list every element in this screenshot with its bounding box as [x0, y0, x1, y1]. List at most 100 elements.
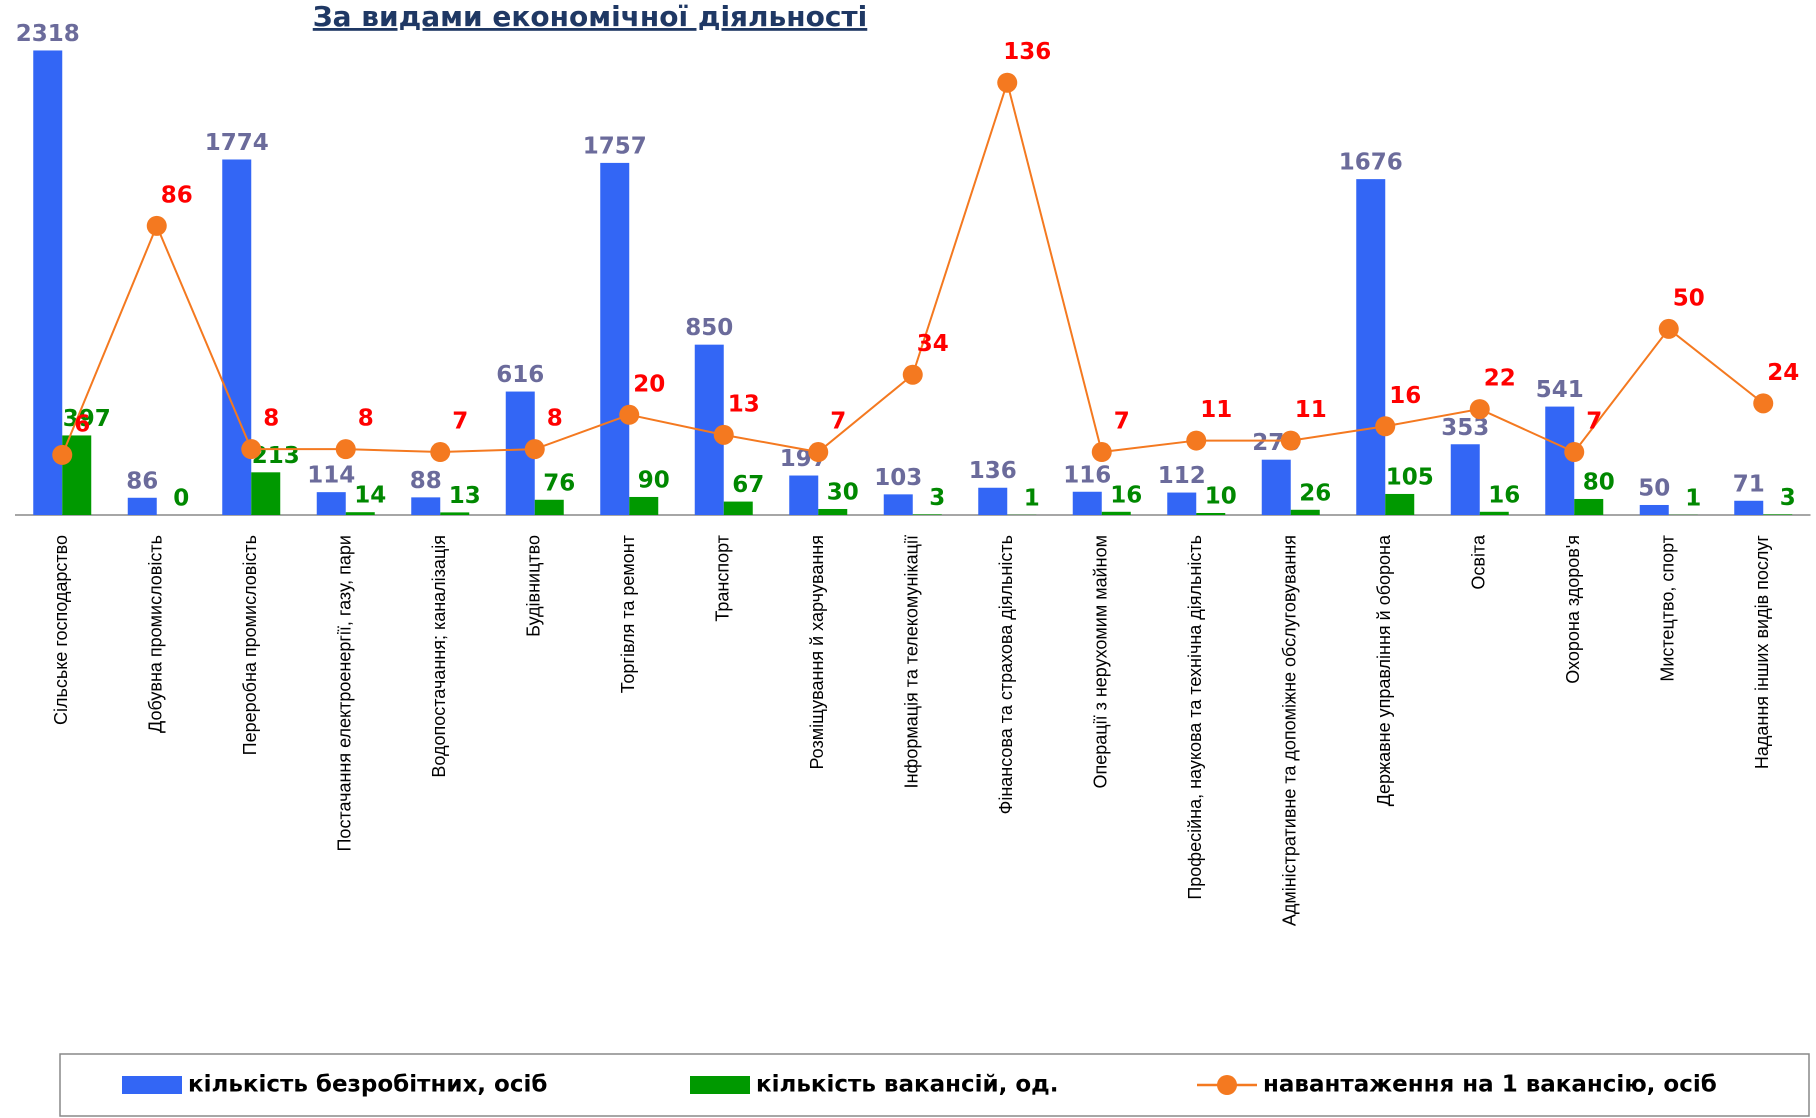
line-marker — [713, 424, 734, 445]
data-label: 50 — [1638, 475, 1670, 501]
bar — [1385, 493, 1415, 515]
x-tick-label: Сільське господарство — [51, 535, 71, 725]
data-label: 103 — [874, 465, 922, 491]
data-label: 14 — [354, 483, 386, 509]
data-label: 20 — [633, 371, 665, 397]
data-label: 136 — [969, 458, 1017, 484]
data-label: 7 — [1114, 409, 1130, 435]
bar — [723, 501, 753, 515]
x-tick-label: Добувна промисловість — [146, 535, 166, 733]
bar — [1763, 514, 1793, 515]
bar — [600, 162, 630, 515]
bar — [345, 512, 375, 515]
data-label: 76 — [543, 470, 575, 496]
legend-label: кількість вакансій, од. — [756, 1072, 1058, 1098]
legend-swatch — [122, 1076, 182, 1094]
data-label: 22 — [1484, 366, 1516, 392]
bar — [1734, 500, 1764, 515]
line-marker — [808, 442, 829, 463]
bar — [222, 159, 252, 515]
legend-swatch — [1217, 1075, 1237, 1095]
legend-swatch — [690, 1076, 750, 1094]
data-label: 105 — [1386, 464, 1434, 490]
data-label: 114 — [307, 463, 355, 489]
line-marker — [524, 439, 545, 460]
x-tick-label: Операції з нерухомим майном — [1091, 535, 1111, 789]
data-label: 850 — [685, 315, 733, 341]
data-label: 13 — [449, 483, 481, 509]
bar — [1545, 406, 1575, 515]
data-label: 112 — [1158, 463, 1206, 489]
line — [61, 79, 1764, 456]
data-label: 10 — [1205, 483, 1237, 509]
data-label: 2318 — [16, 21, 80, 47]
bar — [440, 512, 470, 515]
bar — [251, 472, 281, 515]
data-label: 86 — [126, 468, 158, 494]
line-marker — [1753, 393, 1774, 414]
data-label: 6 — [74, 411, 90, 437]
bar — [127, 497, 157, 515]
x-tick-label: Освіта — [1469, 534, 1489, 590]
x-tick-label: Державне управління й оборона — [1374, 534, 1394, 806]
data-label: 616 — [496, 362, 544, 388]
data-label: 397 — [63, 406, 111, 432]
bar — [1072, 491, 1102, 515]
data-label: 136 — [1003, 39, 1051, 65]
x-tick-label: Охорона здоров'я — [1563, 535, 1583, 684]
bar — [818, 508, 848, 515]
data-label: 50 — [1673, 285, 1705, 311]
x-tick-label: Постачання електроенергії, газу, пари — [335, 535, 355, 852]
bar — [1574, 498, 1604, 515]
data-label: 8 — [358, 406, 374, 432]
data-label: 90 — [638, 467, 670, 493]
data-label: 1 — [1024, 485, 1040, 511]
data-label: 0 — [173, 486, 189, 512]
data-label: 7 — [830, 409, 846, 435]
data-label: 7 — [452, 409, 468, 435]
x-tick-label: Професійна, наукова та технічна діяльніс… — [1185, 535, 1205, 900]
bar — [912, 514, 942, 515]
bar — [1356, 179, 1386, 516]
bar — [411, 497, 441, 515]
x-tick-label: Фінансова та страхова діяльність — [996, 535, 1016, 814]
bar — [629, 496, 659, 515]
data-label: 88 — [410, 468, 442, 494]
data-label: 16 — [1110, 482, 1142, 508]
line-marker — [52, 444, 73, 465]
line-marker — [335, 439, 356, 460]
data-label: 1757 — [583, 133, 647, 159]
line-marker — [1091, 442, 1112, 463]
line-marker — [146, 215, 167, 236]
x-tick-label: Будівництво — [524, 535, 544, 637]
bar — [978, 487, 1008, 515]
data-label: 80 — [1583, 469, 1615, 495]
line-marker — [902, 364, 923, 385]
data-label: 8 — [547, 406, 563, 432]
line-marker — [997, 72, 1018, 93]
data-label: 11 — [1295, 397, 1327, 423]
bar — [1479, 511, 1509, 515]
x-tick-label: Надання інших видів послуг — [1752, 535, 1772, 770]
line-marker — [1186, 430, 1207, 451]
data-label: 16 — [1389, 383, 1421, 409]
data-label: 24 — [1767, 360, 1799, 386]
line-marker — [1469, 399, 1490, 420]
legend-label: навантаження на 1 вакансію, осіб — [1263, 1072, 1717, 1098]
data-label: 116 — [1063, 462, 1111, 488]
bar — [1639, 504, 1669, 515]
data-label: 13 — [728, 391, 760, 417]
x-tick-label: Розміщування й харчування — [807, 535, 827, 770]
bar — [1290, 509, 1320, 515]
data-label: 3 — [1780, 485, 1796, 511]
line-marker — [1658, 318, 1679, 339]
data-label: 71 — [1733, 471, 1765, 497]
line-marker — [1375, 416, 1396, 437]
data-label: 67 — [732, 472, 764, 498]
bar — [1450, 444, 1480, 515]
data-label: 8 — [263, 406, 279, 432]
bar — [33, 50, 63, 515]
data-label: 11 — [1200, 397, 1232, 423]
data-label: 541 — [1536, 377, 1584, 403]
